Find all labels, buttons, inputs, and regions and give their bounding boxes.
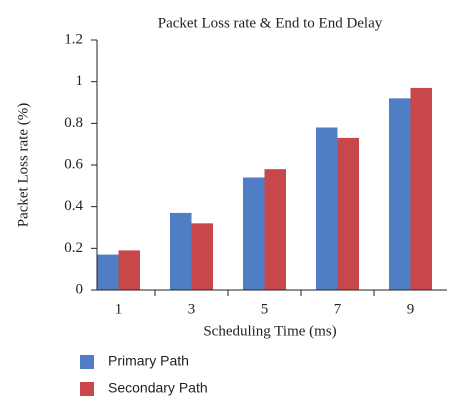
x-tick-label: 1 xyxy=(115,301,123,317)
bar xyxy=(118,250,140,290)
y-axis-label: Packet Loss rate (%) xyxy=(15,103,31,228)
legend-swatch xyxy=(80,355,94,369)
bar xyxy=(97,254,119,290)
y-tick-label: 0.8 xyxy=(64,115,83,131)
x-axis-label: Scheduling Time (ms) xyxy=(203,323,336,339)
y-tick-label: 0.4 xyxy=(64,198,83,214)
x-tick-label: 9 xyxy=(407,301,415,317)
bar xyxy=(264,169,286,290)
y-tick-label: 0 xyxy=(76,281,84,297)
legend-swatch xyxy=(80,382,94,396)
y-tick-label: 1 xyxy=(76,73,84,89)
chart-title: Packet Loss rate & End to End Delay xyxy=(158,15,383,31)
bar xyxy=(410,87,432,291)
bar xyxy=(191,223,213,290)
bar xyxy=(243,177,265,290)
x-tick-label: 7 xyxy=(334,301,342,317)
x-tick-label: 5 xyxy=(261,301,269,317)
bar xyxy=(337,137,359,290)
legend-label: Secondary Path xyxy=(108,380,208,396)
bar xyxy=(389,98,411,290)
y-tick-label: 0.6 xyxy=(64,156,83,172)
bar xyxy=(170,212,192,290)
y-tick-label: 1.2 xyxy=(64,31,83,47)
y-tick-label: 0.2 xyxy=(64,240,83,256)
legend-label: Primary Path xyxy=(108,353,189,369)
bar xyxy=(316,127,338,290)
x-tick-label: 3 xyxy=(188,301,196,317)
